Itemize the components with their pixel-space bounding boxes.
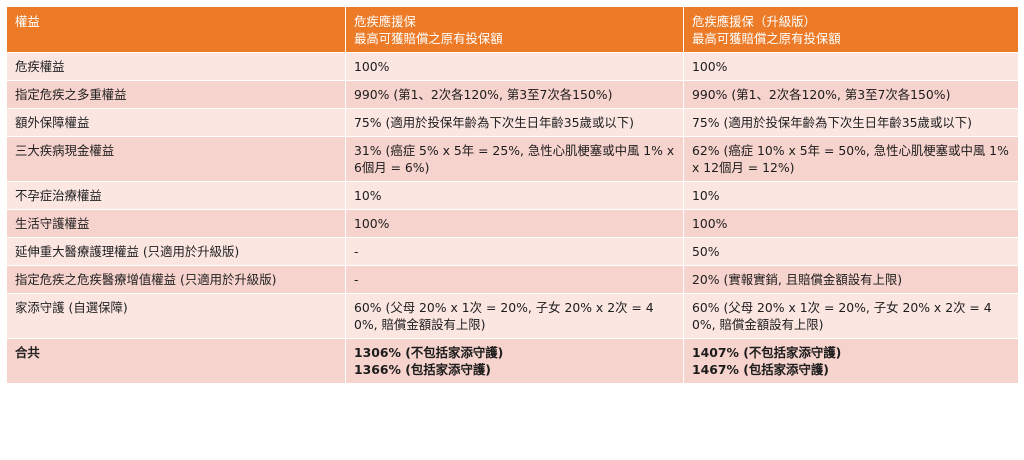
header-benefit: 權益 xyxy=(6,6,346,53)
header-plan-upgraded-subtitle: 最高可獲賠償之原有投保額 xyxy=(692,31,841,46)
total-row: 合共 1306% (不包括家添守護) 1366% (包括家添守護) 1407% … xyxy=(6,338,1019,384)
upgraded-value: 20% (實報實銷, 且賠償金額設有上限) xyxy=(683,265,1019,294)
upgraded-value: 990% (第1、2次各120%, 第3至7次各150%) xyxy=(683,80,1019,109)
total-label: 合共 xyxy=(6,338,346,384)
standard-total-including: 1366% (包括家添守護) xyxy=(354,362,491,377)
benefits-table-container: 權益 危疾應援保 最高可獲賠償之原有投保額 危疾應援保（升級版） 最高可獲賠償之… xyxy=(6,6,1019,384)
standard-value: 100% xyxy=(345,209,684,238)
benefits-comparison-table: 權益 危疾應援保 最高可獲賠償之原有投保額 危疾應援保（升級版） 最高可獲賠償之… xyxy=(6,6,1019,384)
upgraded-value: 100% xyxy=(683,52,1019,81)
standard-value: 60% (父母 20% x 1次 = 20%, 子女 20% x 2次 = 40… xyxy=(345,293,684,339)
standard-value: - xyxy=(345,265,684,294)
benefit-name: 延伸重大醫療護理權益 (只適用於升級版) xyxy=(6,237,346,266)
benefit-name: 三大疾病現金權益 xyxy=(6,136,346,182)
benefit-name: 家添守護 (自選保障) xyxy=(6,293,346,339)
upgraded-value: 100% xyxy=(683,209,1019,238)
upgraded-value: 50% xyxy=(683,237,1019,266)
standard-total-excluding: 1306% (不包括家添守護) xyxy=(354,345,504,360)
header-benefit-label: 權益 xyxy=(15,14,40,29)
header-plan-standard-name: 危疾應援保 xyxy=(354,14,416,29)
upgraded-value: 62% (癌症 10% x 5年 = 50%, 急性心肌梗塞或中風 1% x 1… xyxy=(683,136,1019,182)
upgraded-total-including: 1467% (包括家添守護) xyxy=(692,362,829,377)
table-row: 指定危疾之危疾醫療增值權益 (只適用於升級版) - 20% (實報實銷, 且賠償… xyxy=(6,265,1019,294)
standard-value: 75% (適用於投保年齡為下次生日年齡35歲或以下) xyxy=(345,108,684,137)
header-plan-standard: 危疾應援保 最高可獲賠償之原有投保額 xyxy=(345,6,684,53)
upgraded-value: 60% (父母 20% x 1次 = 20%, 子女 20% x 2次 = 40… xyxy=(683,293,1019,339)
benefit-name: 不孕症治療權益 xyxy=(6,181,346,210)
table-row: 不孕症治療權益 10% 10% xyxy=(6,181,1019,210)
benefit-name: 生活守護權益 xyxy=(6,209,346,238)
header-plan-upgraded: 危疾應援保（升級版） 最高可獲賠償之原有投保額 xyxy=(683,6,1019,53)
upgraded-value: 75% (適用於投保年齡為下次生日年齡35歲或以下) xyxy=(683,108,1019,137)
standard-value: 100% xyxy=(345,52,684,81)
benefit-name: 指定危疾之危疾醫療增值權益 (只適用於升級版) xyxy=(6,265,346,294)
benefit-name: 指定危疾之多重權益 xyxy=(6,80,346,109)
header-plan-upgraded-name: 危疾應援保（升級版） xyxy=(692,14,816,29)
upgraded-total-excluding: 1407% (不包括家添守護) xyxy=(692,345,842,360)
header-plan-standard-subtitle: 最高可獲賠償之原有投保額 xyxy=(354,31,503,46)
standard-value: 990% (第1、2次各120%, 第3至7次各150%) xyxy=(345,80,684,109)
table-row: 生活守護權益 100% 100% xyxy=(6,209,1019,238)
table-row: 延伸重大醫療護理權益 (只適用於升級版) - 50% xyxy=(6,237,1019,266)
upgraded-value: 10% xyxy=(683,181,1019,210)
table-row: 三大疾病現金權益 31% (癌症 5% x 5年 = 25%, 急性心肌梗塞或中… xyxy=(6,136,1019,182)
benefit-name: 危疾權益 xyxy=(6,52,346,81)
standard-value: 31% (癌症 5% x 5年 = 25%, 急性心肌梗塞或中風 1% x 6個… xyxy=(345,136,684,182)
table-row: 指定危疾之多重權益 990% (第1、2次各120%, 第3至7次各150%) … xyxy=(6,80,1019,109)
table-row: 家添守護 (自選保障) 60% (父母 20% x 1次 = 20%, 子女 2… xyxy=(6,293,1019,339)
table-header-row: 權益 危疾應援保 最高可獲賠償之原有投保額 危疾應援保（升級版） 最高可獲賠償之… xyxy=(6,6,1019,53)
upgraded-total: 1407% (不包括家添守護) 1467% (包括家添守護) xyxy=(683,338,1019,384)
standard-total: 1306% (不包括家添守護) 1366% (包括家添守護) xyxy=(345,338,684,384)
standard-value: - xyxy=(345,237,684,266)
table-row: 額外保障權益 75% (適用於投保年齡為下次生日年齡35歲或以下) 75% (適… xyxy=(6,108,1019,137)
benefit-name: 額外保障權益 xyxy=(6,108,346,137)
standard-value: 10% xyxy=(345,181,684,210)
table-row: 危疾權益 100% 100% xyxy=(6,52,1019,81)
